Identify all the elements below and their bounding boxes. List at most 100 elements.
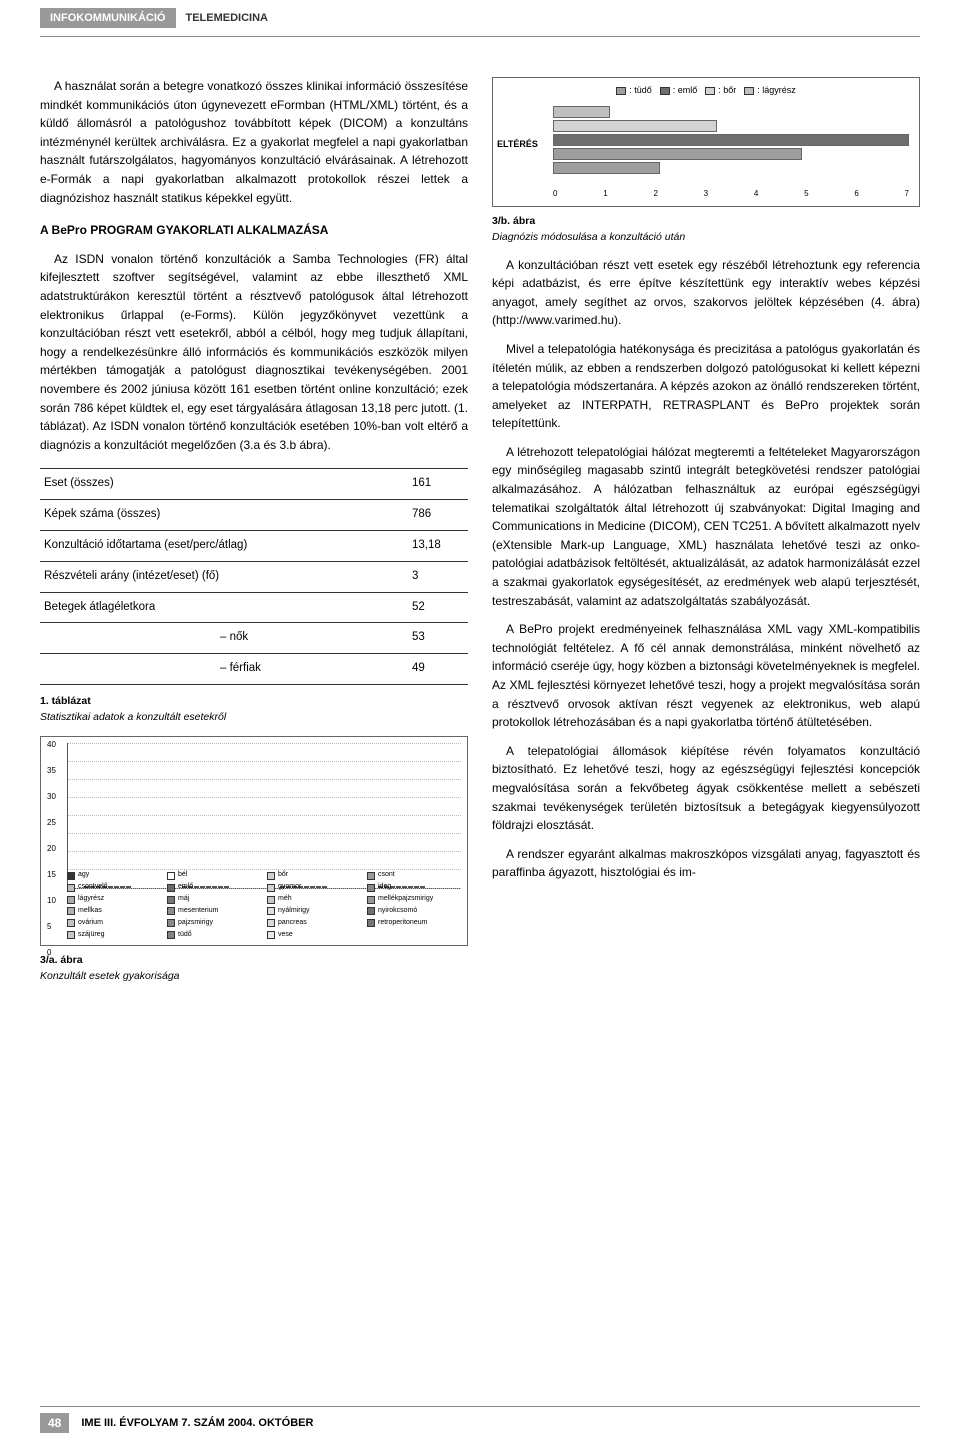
legend-item: csont [367,870,461,881]
legend-swatch [167,896,175,904]
legend-swatch [167,872,175,880]
table-row: Eset (összes)161 [40,469,468,500]
table-cell-label: Konzultáció időtartama (eset/perc/átlag) [40,530,408,561]
legend-item: pajzsmirigy [167,918,261,929]
axis-tick: 3 [704,188,708,200]
chart3b-caption: 3/b. ábra Diagnózis módosulása a konzult… [492,213,920,246]
table-row: Konzultáció időtartama (eset/perc/átlag)… [40,530,468,561]
axis-tick: 30 [47,791,56,803]
table-cell-label: Betegek átlagéletkora [40,592,408,623]
paragraph: A rendszer egyaránt alkalmas makroszkópo… [492,845,920,882]
table-cell-value: 53 [408,623,468,654]
legend-item: : lágyrész [744,84,796,98]
legend-swatch [267,907,275,915]
paragraph: A konzultációban részt vett esetek egy r… [492,256,920,330]
table-row: – nők53 [40,623,468,654]
chart-3a: agybélbőr csont csontvelő emlő gyomor ideg lág… [40,736,468,946]
legend-swatch [367,896,375,904]
paragraph: A BePro projekt eredményeinek felhasznál… [492,620,920,732]
section-title: A BePro PROGRAM GYAKORLATI ALKALMAZÁSA [40,221,468,240]
legend-item: tüdő [167,930,261,941]
axis-tick: 40 [47,739,56,751]
legend-item: : bőr [705,84,736,98]
chart-3b: : tüdő: emlő: bőr: lágyrész ELTÉRÉS 0123… [492,77,920,207]
table-cell-value: 52 [408,592,468,623]
bar [553,106,610,118]
legend-swatch [67,907,75,915]
legend-item: méh [267,894,361,905]
legend-swatch [267,884,275,892]
legend-item: lágyrész [67,894,161,905]
axis-tick: 5 [804,188,808,200]
paragraph: A létrehozott telepatológiai hálózat meg… [492,443,920,610]
page-footer: 48 IME III. ÉVFOLYAM 7. SZÁM 2004. OKTÓB… [40,1406,920,1433]
table-cell-label: Képek száma (összes) [40,500,408,531]
axis-tick: 10 [47,895,56,907]
legend-item: agy [67,870,161,881]
legend-swatch [267,919,275,927]
legend-swatch [367,919,375,927]
table-cell-value: 161 [408,469,468,500]
chart3a-caption: 3/a. ábra Konzultált esetek gyakorisága [40,952,468,985]
legend-item: szájüreg [67,930,161,941]
paragraph: A telepatológiai állomások kiépítése rév… [492,742,920,835]
left-column: A használat során a betegre vonatkozó ös… [40,77,468,994]
page-header: INFOKOMMUNIKÁCIÓ TELEMEDICINA [40,0,920,37]
footer-text: IME III. ÉVFOLYAM 7. SZÁM 2004. OKTÓBER [81,1417,313,1429]
legend-swatch [705,87,715,95]
legend-item: nyirokcsomó [367,906,461,917]
legend-item: bél [167,870,261,881]
legend-item: mellékpajzsmirigy [367,894,461,905]
table-cell-label: – férfiak [40,654,408,685]
table-cell-label: Részvételi arány (intézet/eset) (fő) [40,561,408,592]
axis-tick: 4 [754,188,758,200]
page-number: 48 [40,1413,69,1433]
legend-swatch [167,907,175,915]
legend-swatch [167,931,175,939]
table-caption: 1. táblázat Statisztikai adatok a konzul… [40,693,468,726]
legend-item: bőr [267,870,361,881]
legend-item: máj [167,894,261,905]
legend-swatch [267,872,275,880]
axis-tick: 15 [47,869,56,881]
legend-swatch [267,931,275,939]
paragraph: Az ISDN vonalon történő konzultációk a S… [40,250,468,455]
legend-swatch [660,87,670,95]
content-columns: A használat során a betegre vonatkozó ös… [0,77,960,994]
axis-tick: 6 [854,188,858,200]
table-cell-value: 786 [408,500,468,531]
legend-item: : emlő [660,84,698,98]
axis-tick: 25 [47,817,56,829]
right-column: : tüdő: emlő: bőr: lágyrész ELTÉRÉS 0123… [492,77,920,994]
axis-tick: 0 [47,947,51,959]
legend-item: gyomor [267,882,361,893]
legend-swatch [67,872,75,880]
legend-swatch [744,87,754,95]
legend-swatch [67,884,75,892]
legend-item: vese [267,930,361,941]
table-row: Részvételi arány (intézet/eset) (fő)3 [40,561,468,592]
legend-swatch [167,919,175,927]
legend-item: ideg [367,882,461,893]
table-cell-label: Eset (összes) [40,469,408,500]
axis-tick: 1 [603,188,607,200]
bar [553,120,717,132]
legend-swatch [67,919,75,927]
legend-swatch [367,907,375,915]
axis-tick: 2 [653,188,657,200]
table-row: – férfiak49 [40,654,468,685]
table-row: Betegek átlagéletkora52 [40,592,468,623]
legend-item: nyálmirigy [267,906,361,917]
legend-item: mellkas [67,906,161,917]
legend-swatch [367,872,375,880]
table-cell-value: 3 [408,561,468,592]
axis-tick: 35 [47,765,56,777]
axis-tick: 7 [905,188,909,200]
legend-item: csontvelő [67,882,161,893]
axis-tick: 5 [47,921,51,933]
legend-item: retroperitoneum [367,918,461,929]
table-row: Képek száma (összes)786 [40,500,468,531]
legend-item: emlő [167,882,261,893]
header-sub: TELEMEDICINA [186,12,269,24]
header-category: INFOKOMMUNIKÁCIÓ [40,8,176,28]
